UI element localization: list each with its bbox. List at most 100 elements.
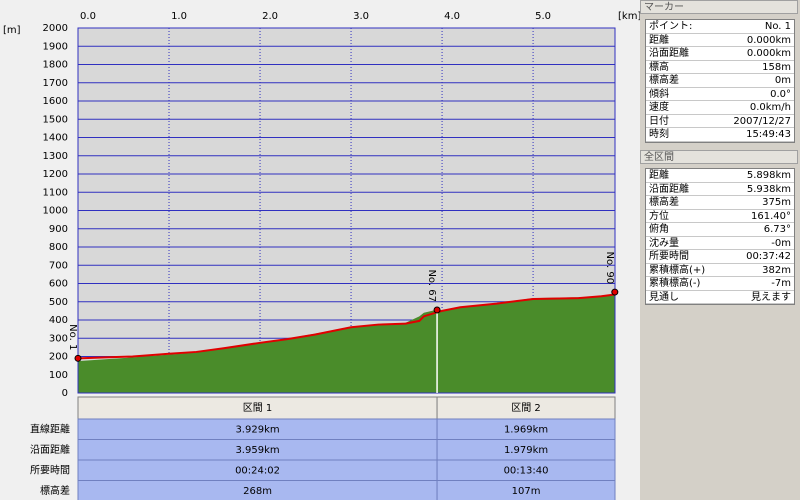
x-tick-label: 0.0	[80, 11, 96, 22]
y-tick-label: 1500	[43, 114, 68, 125]
marker-point	[74, 354, 82, 362]
y-tick-label: 2000	[43, 23, 68, 34]
panel-key: 沿面距離	[649, 183, 689, 195]
panel-key: 累積標高(-)	[649, 278, 701, 289]
panel-value: 6.73°	[763, 224, 791, 235]
x-tick-label: 2.0	[262, 11, 278, 22]
y-tick-label: 1800	[43, 60, 68, 71]
marker-label: No. 67	[426, 269, 437, 302]
y-tick-label: 200	[49, 352, 68, 363]
panel-row: 累積標高(+) 382m	[646, 264, 794, 277]
panel-key: 方位	[649, 210, 669, 222]
panel-key: 距離	[649, 170, 669, 181]
panel-header: 全区間	[640, 150, 798, 164]
panel-row: 沿面距離 5.938km	[646, 183, 794, 196]
panel-key: 標高	[649, 61, 669, 73]
panel-row: 時刻 15:49:43	[646, 128, 794, 142]
panel-value: No. 1	[764, 21, 791, 32]
panel-row: 日付 2007/12/27	[646, 115, 794, 128]
table-value: 3.929km	[235, 424, 279, 435]
y-tick-label: 400	[49, 315, 68, 326]
x-unit-label: [km]	[618, 11, 640, 22]
y-tick-label: 1700	[43, 78, 68, 89]
row-label: 直線距離	[30, 422, 70, 435]
panel-value: 0m	[774, 75, 791, 86]
x-tick-label: 1.0	[171, 11, 187, 22]
panel-row: 距離 5.898km	[646, 169, 794, 183]
panel-row: 傾斜 0.0°	[646, 88, 794, 101]
table-header: 区間 1	[243, 402, 273, 414]
panel-row: 累積標高(-) -7m	[646, 277, 794, 291]
panel-key: 時刻	[649, 129, 669, 140]
table-value: 00:13:40	[504, 465, 549, 476]
row-label: 沿面距離	[30, 443, 70, 456]
marker-point	[611, 288, 619, 296]
table-value: 3.959km	[235, 445, 279, 456]
panel-row: 距離 0.000km	[646, 34, 794, 47]
panel-key: 所要時間	[649, 251, 689, 262]
panel-value: 0.000km	[746, 34, 791, 46]
panel-key: 標高差	[649, 197, 679, 208]
panel-row: 標高差 0m	[646, 74, 794, 88]
panel-row: 標高 158m	[646, 61, 794, 74]
panel-key: 速度	[649, 102, 669, 113]
panel-row: 方位 161.40°	[646, 210, 794, 223]
y-tick-label: 800	[49, 242, 68, 253]
panel-key: 標高差	[649, 75, 679, 86]
panel-row: 見通し 見えます	[646, 291, 794, 304]
y-tick-label: 700	[49, 260, 68, 271]
panel-value: 0.000km	[746, 48, 791, 59]
y-tick-label: 0	[62, 388, 68, 399]
panel-value: 5.938km	[746, 183, 791, 195]
panel-row: 沈み量 -0m	[646, 237, 794, 250]
panel-key: 累積標高(+)	[649, 264, 706, 276]
y-tick-label: 1400	[43, 133, 68, 144]
y-tick-label: 500	[49, 297, 68, 308]
panel-key: 沿面距離	[649, 48, 689, 59]
panel-key: 日付	[649, 115, 669, 127]
table-value: 268m	[243, 486, 272, 497]
panel-value: 5.898km	[746, 170, 791, 181]
panel-value: 161.40°	[751, 210, 791, 222]
y-unit-label: [m]	[3, 25, 21, 36]
panel-value: 見えます	[751, 291, 791, 303]
side-panel: マーカー ポイント: No. 1 距離 0.000km 沿面距離 0.000km 標高 158…	[640, 0, 800, 500]
panel-value: 15:49:43	[746, 129, 791, 140]
y-tick-label: 1900	[43, 41, 68, 52]
panel-value: 375m	[762, 197, 791, 208]
panel-key: 距離	[649, 34, 669, 46]
panel-value: 0.0km/h	[749, 102, 791, 113]
x-tick-label: 3.0	[353, 11, 369, 22]
panel-value: -0m	[771, 237, 791, 249]
panel-key: 俯角	[649, 224, 669, 235]
marker-table: ポイント: No. 1 距離 0.000km 沿面距離 0.000km 標高 158m 標高差 0…	[645, 19, 795, 143]
panel-key: 見通し	[649, 291, 679, 303]
panel-key: 沈み量	[649, 237, 679, 249]
panel-value: 382m	[762, 264, 791, 276]
terrain-area	[78, 295, 615, 393]
y-tick-label: 1200	[43, 169, 68, 180]
chart: [m] [km] 0 100 200 300 400 500 600 700 800 900 100…	[0, 0, 640, 500]
y-tick-label: 1600	[43, 96, 68, 107]
table-value: 1.979km	[504, 445, 548, 456]
y-tick-label: 1100	[43, 187, 68, 198]
y-tick-label: 300	[49, 333, 68, 344]
panel-value: -7m	[771, 278, 791, 289]
y-tick-label: 100	[49, 370, 68, 381]
panel-row: 速度 0.0km/h	[646, 101, 794, 115]
total-table: 距離 5.898km 沿面距離 5.938km 標高差 375m 方位 161.40° 俯角 6.…	[645, 168, 795, 305]
panel-key: ポイント:	[649, 21, 693, 32]
table-header: 区間 2	[511, 402, 541, 414]
panel-value: 00:37:42	[746, 251, 791, 262]
panel-row: 俯角 6.73°	[646, 223, 794, 237]
panel-row: ポイント: No. 1	[646, 20, 794, 34]
panel-value: 0.0°	[770, 88, 791, 100]
route-line	[77, 293, 615, 360]
panel-row: 所要時間 00:37:42	[646, 250, 794, 264]
table-value: 00:24:02	[235, 465, 280, 476]
x-tick-label: 5.0	[535, 11, 551, 22]
y-tick-label: 600	[49, 279, 68, 290]
y-tick-label: 1000	[43, 206, 68, 217]
panel-value: 158m	[762, 61, 791, 73]
marker-point	[433, 306, 441, 314]
